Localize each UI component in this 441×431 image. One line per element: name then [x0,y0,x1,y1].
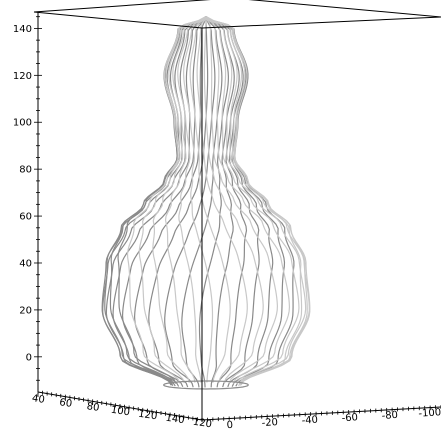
vertical-axis-tick-label: 100 [13,118,32,129]
surface-meridian-line [121,16,207,387]
axes [33,0,441,422]
left-floor-axis-tick-label: 120 [137,409,157,423]
left-floor-axis-tick-label: 100 [110,405,130,419]
right-floor-axis-tick-label: -40 [301,415,318,427]
surface-meridian-line [203,16,264,384]
surface-meridian-line [112,16,207,387]
surface-meridian-line [205,16,279,384]
surface-meridian-line [205,16,303,387]
surface-meridian-line [205,16,274,388]
surface-meridian-line [205,16,310,385]
box-top-front-edge [33,11,203,29]
surface-meridian-line [205,16,260,388]
vertical-axis-tick-label: 120 [13,71,32,82]
surface-meridian-line [205,16,308,386]
vertical-axis-tick-label: 60 [19,212,32,223]
left-floor-axis-tick-label: 60 [59,397,73,410]
surface-lines [101,16,311,390]
surface-meridian-line [205,16,291,384]
left-floor-axis-tick-label: 120 [192,417,212,431]
right-floor-axis-tick-label: 0 [226,420,233,431]
box-top-front-right-edge [201,16,441,29]
surface-meridian-line [205,16,286,387]
right-floor-axis-tick-label: -20 [261,417,278,429]
surface-meridian-line [164,16,216,388]
tick-labels: 0 20 40 60 80 100 120 140 40 60 80 100 120 140 120 0 -20… [13,24,441,431]
left-floor-axis-tick-label: 80 [86,401,100,414]
surface-meridian-line [205,16,307,385]
vertical-axis-tick-label: 20 [19,305,32,316]
box-top-back-edge [33,0,211,13]
surface-meridian-line [189,16,231,383]
left-floor-axis-tick-label: 40 [31,393,45,406]
surface-meridian-line [164,16,207,383]
surface-meridian-line [183,16,214,383]
vertical-axis-tick-label: 40 [19,258,32,269]
vertical-axis-tick-label: 0 [26,352,32,363]
surface-meridian-line [138,16,207,384]
box-top-right-edge [248,0,441,18]
right-floor-axis-tick-label: -60 [341,412,358,424]
surface-meridian-line [198,16,229,388]
surface-meridian-line [205,16,235,388]
surface-meridian-line [196,16,248,383]
right-floor-axis-tick-label: -80 [381,410,398,422]
surface-meridian-line [152,16,207,383]
vertical-axis-tick-label: 80 [19,165,32,176]
surface-base-rim [163,380,249,390]
vertical-axis-tick-label: 140 [13,24,32,35]
surface-meridian-line [181,16,223,388]
surface-meridian-line [126,16,207,384]
right-floor-axis-tick-label: -100 [418,407,441,420]
surface-meridian-line [205,16,300,385]
left-floor-axis-tick-label: 140 [165,413,185,427]
surface-meridian-line [205,16,248,388]
surface-meridian-line [133,16,207,388]
surface-meridian-line [177,16,207,383]
